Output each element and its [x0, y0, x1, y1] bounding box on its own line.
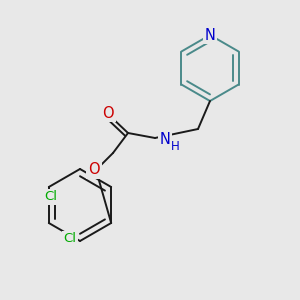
Text: H: H	[171, 140, 179, 152]
Text: Cl: Cl	[64, 232, 76, 245]
Text: Cl: Cl	[44, 190, 57, 203]
Text: O: O	[88, 163, 100, 178]
Text: N: N	[205, 28, 215, 43]
Text: O: O	[102, 106, 114, 121]
Text: N: N	[160, 133, 170, 148]
